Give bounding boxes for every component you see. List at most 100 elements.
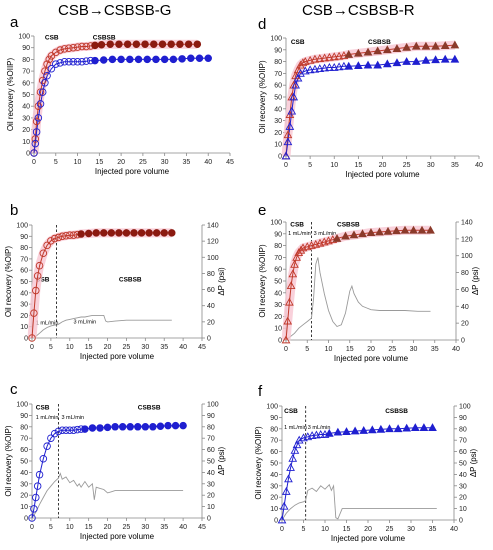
y2-tick-label: 70 bbox=[207, 436, 215, 443]
data-point bbox=[30, 149, 38, 157]
y-tick-label: 80 bbox=[270, 426, 278, 433]
y-tick-label: 70 bbox=[274, 71, 282, 78]
y2-tick-label: 80 bbox=[461, 270, 469, 277]
annotation: 1 mL/min bbox=[288, 231, 311, 237]
x-tick-label: 10 bbox=[321, 526, 329, 533]
y-tick-label: 90 bbox=[274, 231, 282, 238]
x-tick-label: 20 bbox=[117, 159, 125, 166]
data-point bbox=[339, 61, 349, 70]
data-point bbox=[143, 55, 151, 64]
y-tick-label: 40 bbox=[274, 290, 282, 297]
y-tick-label: 30 bbox=[274, 118, 282, 125]
panel-f: f0 5 10 15 20 25 30 35 4001020304050607080901000… bbox=[254, 383, 478, 543]
data-point bbox=[288, 269, 298, 278]
x-tick-label: 0 bbox=[30, 344, 34, 351]
y-tick-label: 70 bbox=[274, 255, 282, 262]
y-axis-label: Oil recovery (%OIIP) bbox=[258, 244, 267, 318]
data-point bbox=[38, 76, 47, 85]
data-point bbox=[373, 60, 383, 69]
data-point bbox=[178, 55, 186, 63]
data-point bbox=[334, 62, 344, 71]
data-point bbox=[62, 426, 70, 434]
x-tick-label: 20 bbox=[104, 524, 112, 531]
data-point bbox=[34, 114, 43, 122]
data-point bbox=[92, 229, 100, 237]
data-point bbox=[106, 40, 114, 48]
data-point bbox=[66, 426, 74, 434]
data-point bbox=[32, 117, 41, 126]
x-tick-label: 10 bbox=[330, 162, 338, 169]
x-tick-label: 20 bbox=[379, 162, 387, 169]
y-tick-label: 80 bbox=[274, 243, 282, 250]
y2-tick-label: 50 bbox=[207, 459, 215, 466]
data-point bbox=[84, 229, 93, 238]
y-tick-label: 10 bbox=[270, 506, 278, 513]
x-tick-label: 0 bbox=[284, 162, 288, 169]
data-point bbox=[285, 121, 295, 130]
x-tick-label: 40 bbox=[475, 162, 483, 169]
x-tick-label: 30 bbox=[141, 524, 149, 531]
y2-tick-label: 40 bbox=[461, 304, 469, 311]
y2-tick-label: 0 bbox=[207, 336, 211, 343]
y-tick-label: 70 bbox=[22, 69, 30, 76]
data-point bbox=[440, 41, 450, 49]
x-tick-label: 35 bbox=[451, 162, 459, 169]
y-tick-label: 60 bbox=[22, 80, 30, 87]
data-point bbox=[292, 252, 301, 261]
data-point bbox=[47, 434, 55, 442]
panel-d: d 0 5 10 15 20 25 30 35 40 0 10 20 30 40 50 60 70 80 90 100 I… bbox=[258, 16, 483, 179]
y-tick-label: 100 bbox=[270, 220, 282, 227]
annotation: CSBSB bbox=[368, 39, 391, 46]
pressure-trace bbox=[31, 314, 172, 339]
x-tick-label: 45 bbox=[198, 344, 206, 351]
data-point bbox=[43, 72, 51, 80]
data-point bbox=[115, 229, 123, 237]
data-point bbox=[73, 57, 82, 66]
data-point bbox=[43, 442, 51, 450]
y-tick-label: 90 bbox=[20, 234, 28, 241]
data-point bbox=[167, 40, 175, 48]
y-tick-label: 100 bbox=[16, 402, 28, 409]
data-point bbox=[47, 237, 55, 245]
annotation: CSB bbox=[291, 39, 305, 46]
y-tick-label: 10 bbox=[274, 326, 282, 333]
data-point bbox=[35, 470, 44, 479]
data-point bbox=[39, 454, 48, 463]
data-point bbox=[145, 229, 153, 237]
data-point bbox=[82, 42, 91, 51]
data-point bbox=[310, 64, 320, 73]
annotation: CSB bbox=[284, 408, 298, 415]
data-point bbox=[281, 335, 291, 344]
data-point bbox=[77, 230, 85, 238]
y-tick-label: 40 bbox=[270, 472, 278, 479]
data-point bbox=[115, 40, 123, 48]
panel-e: e0 5 10 15 20 25 30 35 4001020304050607080901000… bbox=[258, 202, 480, 363]
x-axis-label: Injected pore volume bbox=[334, 354, 409, 363]
x-tick-label: 30 bbox=[410, 346, 418, 353]
y-tick-label: 100 bbox=[16, 223, 28, 230]
x-tick-label: 15 bbox=[343, 526, 351, 533]
y2-tick-label: 80 bbox=[459, 426, 467, 433]
y-tick-label: 80 bbox=[274, 59, 282, 66]
data-point bbox=[325, 52, 334, 61]
data-point bbox=[363, 47, 373, 56]
data-point bbox=[187, 54, 195, 62]
y-tick-label: 70 bbox=[20, 256, 28, 263]
x-tick-label: 0 bbox=[284, 346, 288, 353]
data-point bbox=[281, 151, 291, 160]
data-point bbox=[421, 41, 431, 50]
data-point bbox=[100, 229, 108, 237]
data-point bbox=[31, 135, 40, 143]
data-point bbox=[123, 40, 132, 48]
data-point bbox=[184, 40, 193, 48]
data-point bbox=[428, 423, 437, 431]
series-line bbox=[31, 425, 184, 519]
y-tick-label: 60 bbox=[20, 447, 28, 454]
data-point bbox=[160, 229, 168, 237]
x-tick-label: 35 bbox=[431, 346, 439, 353]
y2-axis-label: ΔP (psi) bbox=[217, 267, 226, 296]
data-point bbox=[41, 79, 49, 87]
data-point bbox=[38, 88, 47, 96]
x-tick-label: 40 bbox=[179, 524, 187, 531]
data-point bbox=[411, 41, 421, 50]
